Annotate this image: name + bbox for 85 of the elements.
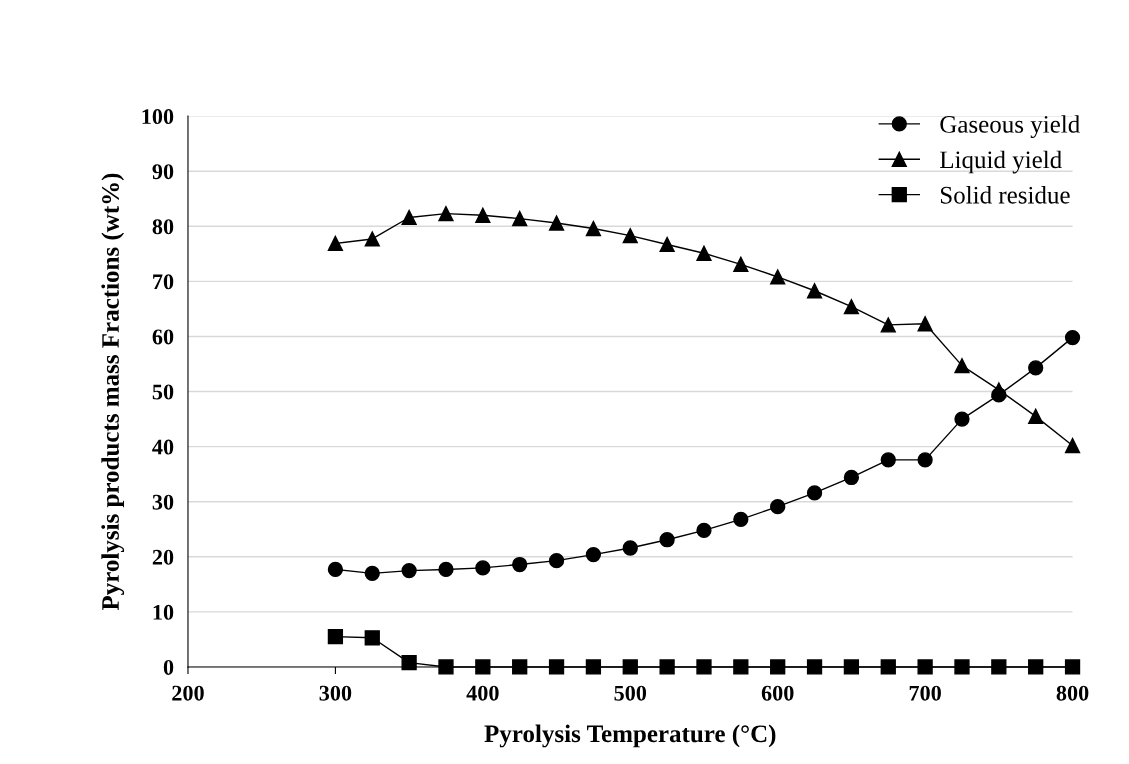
- y-tick-label: 90: [152, 164, 174, 180]
- y-tick-label: 30: [152, 494, 174, 510]
- y-tick-label: 60: [152, 329, 174, 345]
- point: [475, 560, 491, 576]
- point: [1064, 659, 1081, 675]
- point: [659, 532, 675, 548]
- point: [843, 469, 860, 486]
- point: [548, 215, 565, 231]
- y-axis-title: Pyrolysis products mass Fractions (wt%): [101, 173, 125, 611]
- y-tick-label: 70: [153, 274, 174, 290]
- point: [659, 659, 675, 675]
- y-tick-label: 100: [142, 109, 174, 125]
- x-tick-label: 400: [466, 685, 499, 701]
- point: [622, 659, 638, 675]
- x-tick-label: 600: [761, 685, 794, 701]
- point: [733, 659, 749, 675]
- point: [475, 207, 491, 223]
- point: [1028, 659, 1044, 675]
- y-tick-label: 40: [152, 439, 174, 455]
- point: [512, 659, 528, 675]
- legend-label: Solid residue: [940, 186, 1070, 204]
- y-tick-label: 80: [152, 219, 174, 235]
- point: [1028, 408, 1044, 424]
- y-tick-label: 0: [163, 659, 174, 675]
- point: [806, 485, 823, 501]
- point: [659, 236, 675, 253]
- x-tick-label: 500: [614, 685, 647, 701]
- point: [585, 546, 602, 563]
- point: [548, 553, 565, 569]
- point: [806, 659, 823, 675]
- x-tick-label: 300: [319, 685, 352, 701]
- y-tick-label: 20: [152, 549, 174, 565]
- legend-label: Liquid yield: [940, 150, 1062, 174]
- point: [917, 316, 933, 332]
- point: [917, 452, 933, 468]
- x-tick-label: 200: [172, 685, 204, 701]
- point: [991, 659, 1007, 675]
- point: [1028, 360, 1044, 376]
- point: [401, 562, 417, 579]
- point: [733, 511, 749, 527]
- point: [327, 561, 344, 578]
- point: [954, 411, 970, 427]
- point: [438, 205, 454, 222]
- point: [733, 256, 749, 272]
- x-tick-label: 800: [1056, 685, 1089, 701]
- point: [696, 659, 712, 675]
- point: [622, 228, 638, 244]
- point: [401, 654, 417, 671]
- point: [917, 659, 933, 675]
- point: [512, 556, 528, 573]
- point: [843, 659, 860, 675]
- x-tick-label: 700: [909, 685, 941, 701]
- point: [438, 659, 454, 675]
- point: [880, 452, 896, 468]
- point: [364, 630, 380, 646]
- point: [622, 540, 638, 556]
- point: [991, 382, 1007, 398]
- y-tick-label: 10: [153, 604, 174, 620]
- point: [585, 220, 602, 237]
- point: [696, 522, 712, 539]
- point: [585, 659, 602, 675]
- point: [806, 283, 823, 299]
- point: [327, 235, 344, 252]
- point: [1064, 437, 1081, 454]
- point: [954, 358, 970, 374]
- point: [696, 245, 712, 261]
- point: [401, 209, 417, 226]
- legend-label: Gaseous yield: [940, 115, 1080, 139]
- point: [770, 659, 786, 675]
- point: [843, 299, 860, 315]
- x-axis-title: Pyrolysis Temperature (°C): [484, 724, 776, 748]
- point: [770, 269, 786, 285]
- point: [475, 659, 491, 675]
- point: [364, 565, 380, 581]
- point: [438, 561, 454, 578]
- point: [364, 231, 380, 247]
- point: [1064, 329, 1081, 346]
- point: [880, 659, 896, 675]
- point: [327, 629, 344, 645]
- point: [770, 499, 786, 515]
- point: [880, 317, 896, 333]
- point: [548, 659, 565, 675]
- point: [954, 659, 970, 675]
- y-tick-label: 50: [152, 384, 174, 400]
- point: [512, 210, 528, 227]
